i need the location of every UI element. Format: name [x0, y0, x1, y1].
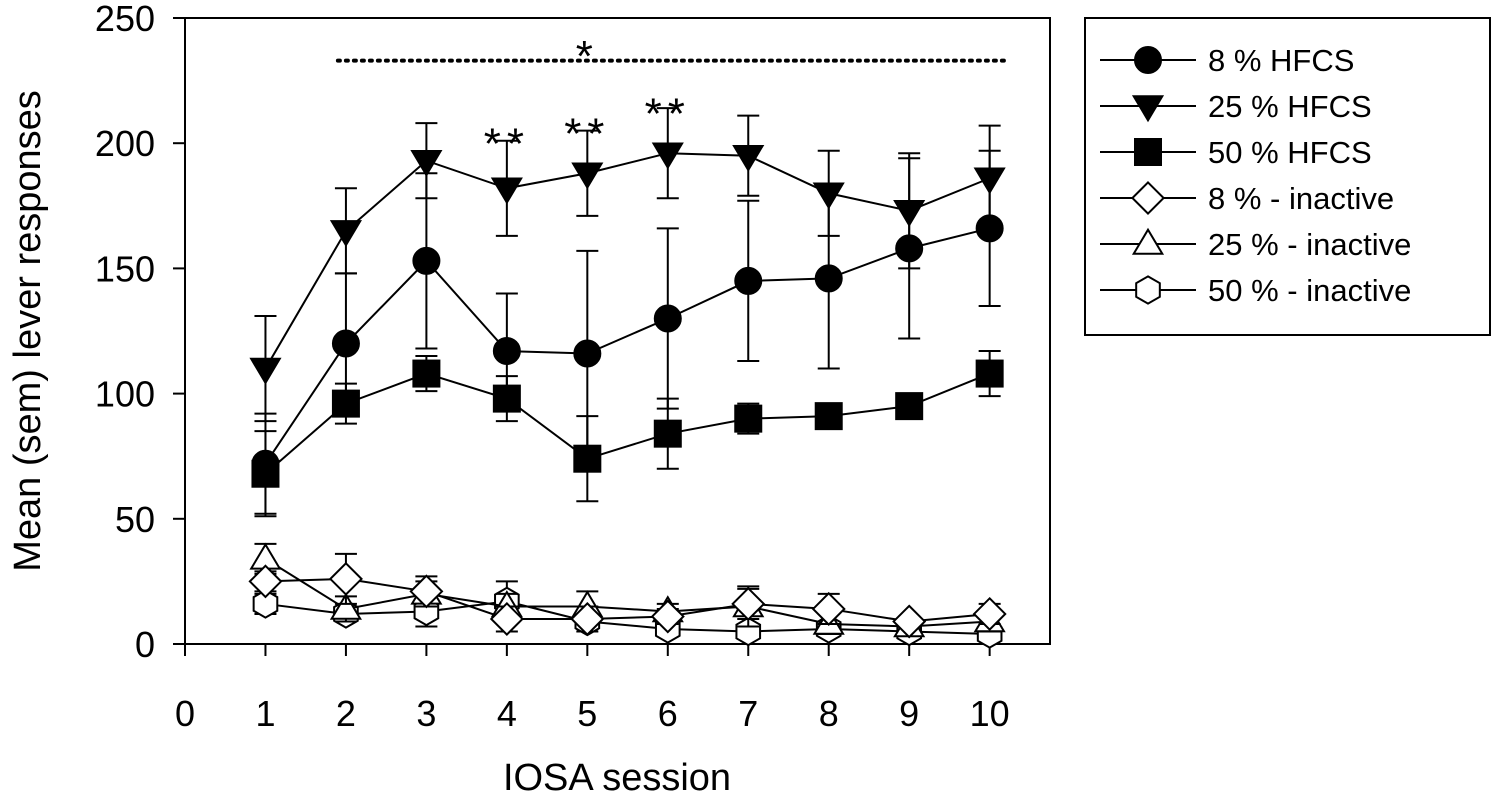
- data-point: [651, 142, 684, 170]
- legend-marker: [1134, 138, 1162, 166]
- legend-marker: [1134, 46, 1162, 74]
- x-tick-label: 3: [416, 693, 436, 734]
- x-axis: 0 1 2 3 4 5 6 7 8 9 10: [175, 644, 1010, 734]
- data-point: [650, 599, 685, 634]
- y-tick-label: 50: [115, 499, 155, 540]
- y-tick-label: 150: [95, 248, 155, 289]
- data-point: [570, 601, 605, 636]
- y-tick-label: 250: [95, 0, 155, 39]
- series-50-inactive: [252, 580, 1003, 649]
- significance-star: *: [576, 32, 599, 81]
- x-tick-label: 10: [970, 693, 1010, 734]
- data-point: [734, 266, 763, 295]
- data-point: [735, 616, 762, 647]
- series-8-hfcs: [251, 149, 1004, 515]
- x-tick-label: 0: [175, 693, 195, 734]
- legend-marker: [1131, 227, 1165, 255]
- series-25-inactive: [249, 542, 1006, 638]
- series-50-hfcs: [251, 350, 1004, 518]
- data-point: [734, 404, 763, 433]
- data-point: [892, 604, 927, 639]
- legend-marker: [1130, 180, 1166, 216]
- data-point: [893, 200, 926, 228]
- legend-entry: 50 % HFCS: [1100, 135, 1372, 170]
- x-tick-label: 2: [336, 693, 356, 734]
- data-point: [249, 357, 282, 385]
- series-line: [264, 227, 990, 465]
- data-point: [814, 402, 843, 431]
- data-point: [814, 264, 843, 293]
- legend-label: 25 % - inactive: [1208, 227, 1411, 262]
- legend-marker: [1131, 95, 1165, 123]
- data-point: [409, 574, 444, 609]
- x-tick-label: 5: [577, 693, 597, 734]
- data-point: [972, 596, 1007, 631]
- x-tick-label: 1: [255, 693, 275, 734]
- data-point: [331, 329, 360, 358]
- x-tick-label: 4: [497, 693, 517, 734]
- data-point: [975, 359, 1004, 388]
- data-point: [571, 162, 604, 190]
- series-line: [264, 558, 990, 628]
- legend-label: 8 % - inactive: [1208, 181, 1394, 216]
- series-line: [264, 152, 991, 370]
- data-point: [412, 359, 441, 388]
- y-axis-title: Mean (sem) lever responses: [7, 90, 49, 572]
- data-point: [489, 601, 524, 636]
- data-point: [248, 564, 283, 599]
- x-tick-label: 8: [819, 693, 839, 734]
- significance-star: **: [645, 90, 691, 139]
- x-axis-title: IOSA session: [503, 757, 731, 799]
- y-tick-label: 200: [95, 123, 155, 164]
- significance-annotations: *** ** **: [335, 32, 1008, 169]
- legend-entry: 25 % HFCS: [1100, 89, 1372, 124]
- series-layer: [248, 107, 1007, 649]
- x-tick-label: 6: [658, 693, 678, 734]
- y-axis: 0 50 100 150 200 250: [95, 0, 185, 665]
- significance-star: **: [564, 110, 610, 159]
- y-tick-label: 0: [135, 624, 155, 665]
- data-point: [653, 304, 682, 333]
- legend-entry: 50 % - inactive: [1100, 273, 1411, 308]
- data-point: [492, 337, 521, 366]
- data-point: [732, 144, 765, 172]
- data-point: [811, 591, 846, 626]
- data-point: [329, 592, 362, 620]
- data-point: [412, 246, 441, 275]
- legend-entry: 25 % - inactive: [1100, 227, 1411, 262]
- x-tick-label: 9: [899, 693, 919, 734]
- series-line: [265, 577, 990, 623]
- legend-label: 50 % HFCS: [1208, 135, 1372, 170]
- series-line: [264, 372, 991, 475]
- legend-label: 25 % HFCS: [1208, 89, 1372, 124]
- y-tick-label: 100: [95, 374, 155, 415]
- legend-entry: 8 % - inactive: [1100, 180, 1394, 216]
- data-point: [410, 149, 443, 177]
- data-point: [490, 177, 523, 205]
- data-point: [812, 182, 845, 210]
- legend-label: 50 % - inactive: [1208, 273, 1411, 308]
- data-point: [328, 561, 363, 596]
- series-8-inactive: [248, 552, 1007, 639]
- significance-star: **: [484, 120, 530, 169]
- data-point: [252, 589, 279, 619]
- x-tick-label: 7: [738, 693, 758, 734]
- data-point: [895, 392, 924, 421]
- data-point: [573, 339, 602, 368]
- data-point: [329, 220, 362, 248]
- data-point: [653, 419, 682, 448]
- data-point: [731, 586, 766, 621]
- data-point: [973, 167, 1006, 195]
- legend-marker: [1135, 275, 1161, 305]
- legend-entry: 8 % HFCS: [1100, 43, 1354, 78]
- series-line: [265, 600, 990, 635]
- legend: 8 % HFCS 25 % HFCS 50 % HFCS 8 % - inactive…: [1084, 17, 1491, 336]
- series-25-hfcs: [249, 107, 1006, 423]
- plot-frame: [184, 17, 1051, 645]
- data-point: [251, 449, 280, 478]
- legend-label: 8 % HFCS: [1208, 43, 1354, 78]
